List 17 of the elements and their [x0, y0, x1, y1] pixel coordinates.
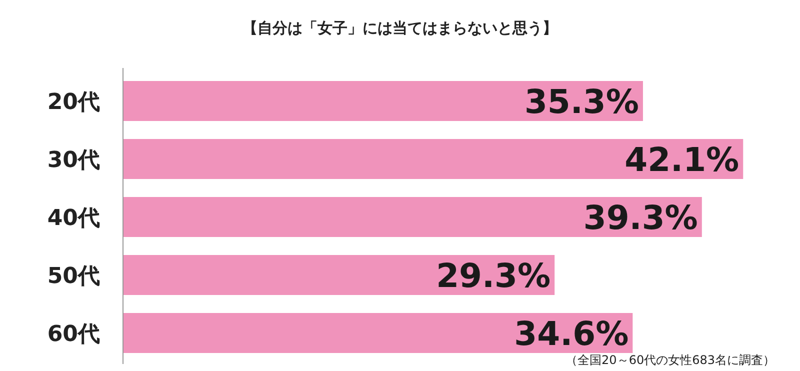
y-tick-label: 40代	[47, 206, 100, 231]
annotation: （全国20～60代の女性683名に調査）	[566, 353, 775, 367]
data-label: 39.3%	[583, 198, 698, 237]
y-tick-label: 30代	[47, 148, 100, 173]
y-tick-label: 20代	[47, 90, 100, 115]
bar	[123, 313, 633, 353]
bar	[123, 139, 744, 179]
bar	[123, 197, 702, 237]
data-label: 35.3%	[524, 82, 639, 121]
bar	[123, 81, 643, 121]
data-label: 29.3%	[436, 256, 551, 295]
y-tick-label: 50代	[47, 264, 100, 289]
chart-title: 【自分は「女子」には当てはまらないと思う】	[242, 19, 558, 37]
bar	[123, 255, 555, 295]
y-tick-label: 60代	[47, 322, 100, 347]
data-label: 42.1%	[624, 140, 740, 179]
data-label: 34.6%	[514, 314, 629, 353]
